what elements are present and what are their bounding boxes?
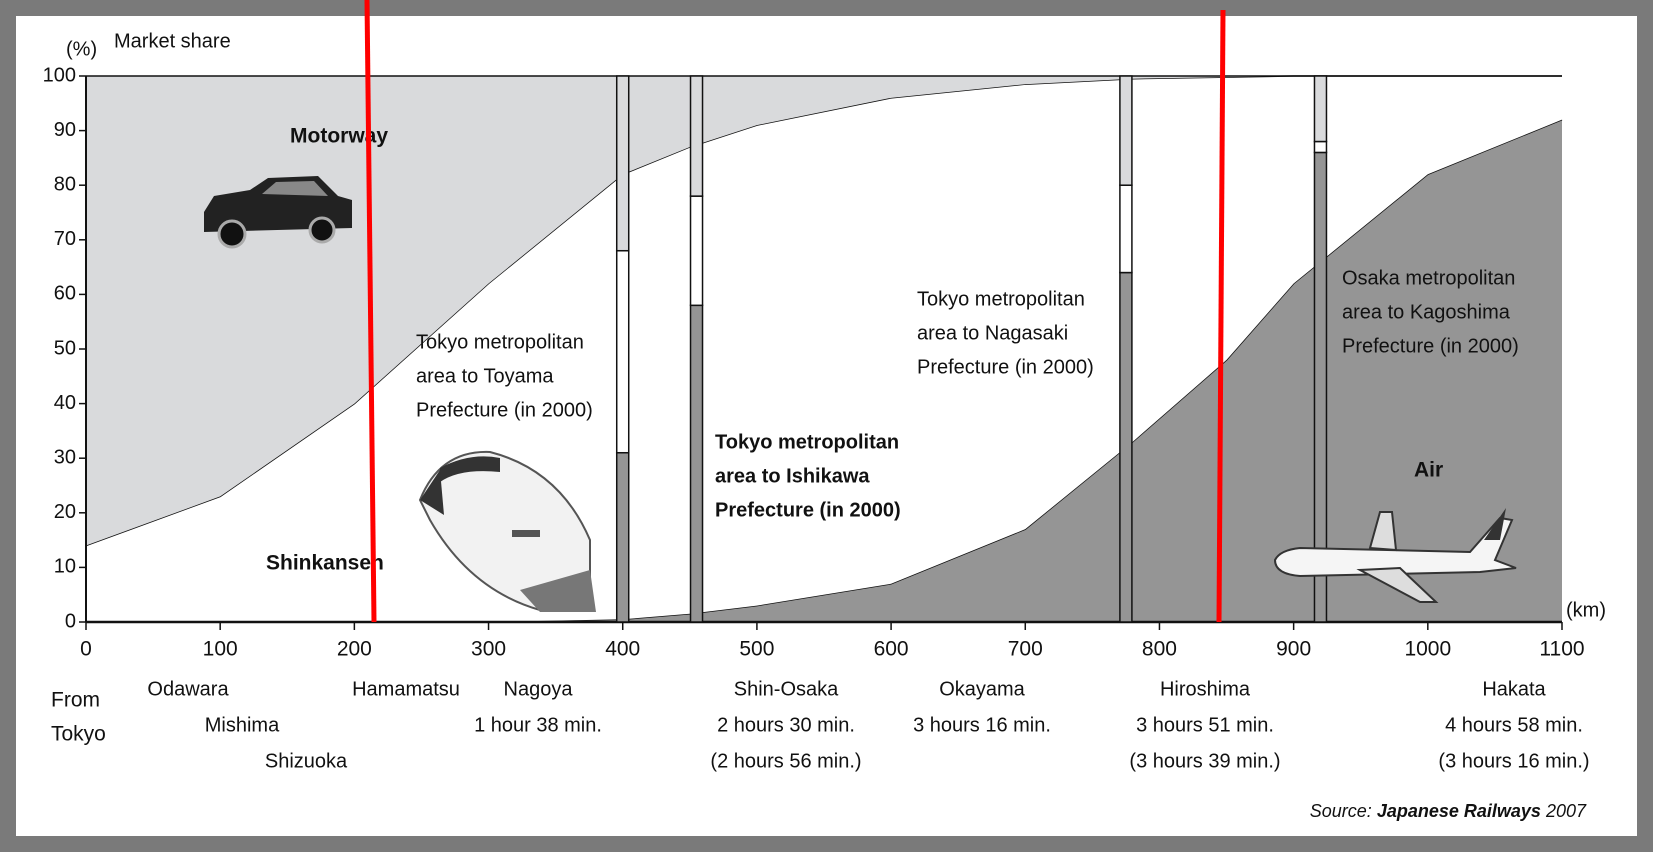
station-name: Hamamatsu xyxy=(352,678,460,700)
from-label: Tokyo xyxy=(51,723,106,746)
x-tick-label: 0 xyxy=(80,638,92,661)
area xyxy=(86,76,1562,546)
bar-segment xyxy=(1313,140,1328,154)
annotation: area to Toyama xyxy=(416,365,554,387)
station-name: Hiroshima xyxy=(1160,678,1251,700)
annotation: Prefecture (in 2000) xyxy=(416,399,593,421)
annotation: Prefecture (in 2000) xyxy=(1342,335,1519,357)
bar-segment xyxy=(1119,271,1133,623)
x-tick-label: 600 xyxy=(874,638,909,661)
station-name: Hakata xyxy=(1482,678,1546,700)
travel-time: (3 hours 16 min.) xyxy=(1438,750,1589,772)
y-tick-label: 90 xyxy=(54,119,76,141)
source-year: 2007 xyxy=(1545,801,1587,821)
series-label: Motorway xyxy=(290,125,388,148)
annotation: area to Nagasaki xyxy=(917,322,1068,344)
travel-time: 1 hour 38 min. xyxy=(474,714,602,736)
y-tick-label: 0 xyxy=(65,610,76,632)
bar-segment xyxy=(1119,184,1133,274)
from-label: From xyxy=(51,689,100,712)
area xyxy=(86,119,1562,623)
annotation: Prefecture (in 2000) xyxy=(715,499,901,521)
x-tick-label: 1000 xyxy=(1404,638,1451,661)
plane-icon xyxy=(1273,508,1517,603)
annotation: Osaka metropolitan xyxy=(1342,267,1515,289)
x-tick-label: 700 xyxy=(1008,638,1043,661)
annotation: area to Ishikawa xyxy=(715,465,870,487)
y-tick-label: 50 xyxy=(54,337,76,359)
station-name: Shin-Osaka xyxy=(734,678,839,700)
y-tick-label: 10 xyxy=(54,556,76,578)
annotation: Tokyo metropolitan xyxy=(416,331,584,353)
y-tick-label: 30 xyxy=(54,446,76,468)
bar-segment xyxy=(615,451,630,623)
x-tick-label: 1100 xyxy=(1539,638,1584,661)
travel-time: 3 hours 51 min. xyxy=(1136,714,1274,736)
x-tick-label: 400 xyxy=(605,638,640,661)
bar-segment xyxy=(1119,75,1133,186)
red-marker-line xyxy=(364,0,377,623)
station-name: Shizuoka xyxy=(265,750,348,772)
red-marker-line xyxy=(1216,9,1226,623)
bar-segment xyxy=(689,304,704,623)
source-prefix: Source: xyxy=(1310,801,1372,821)
x-tick-label: 800 xyxy=(1142,638,1177,661)
travel-time: (3 hours 39 min.) xyxy=(1129,750,1280,772)
bar-segment xyxy=(689,75,704,197)
bar-segment xyxy=(1313,75,1328,143)
annotation: Prefecture (in 2000) xyxy=(917,356,1094,378)
annotation: Tokyo metropolitan xyxy=(715,431,899,453)
annotation: area to Kagoshima xyxy=(1342,301,1511,323)
station-name: Mishima xyxy=(205,714,280,736)
travel-time: 4 hours 58 min. xyxy=(1445,714,1583,736)
travel-time: 2 hours 30 min. xyxy=(717,714,855,736)
x-tick-label: 300 xyxy=(471,638,506,661)
x-tick-label: 900 xyxy=(1276,638,1311,661)
x-tick-label: 500 xyxy=(739,638,774,661)
travel-time: 3 hours 16 min. xyxy=(913,714,1051,736)
x-unit: (km) xyxy=(1566,599,1606,621)
series-label: Shinkansen xyxy=(266,552,384,575)
bar-segment xyxy=(689,195,704,307)
source-name: Japanese Railways xyxy=(1377,801,1541,821)
y-tick-label: 20 xyxy=(54,501,76,523)
y-tick-label: 60 xyxy=(54,283,76,305)
x-tick-label: 200 xyxy=(337,638,372,661)
bar-segment xyxy=(615,75,630,252)
bar-segment xyxy=(615,249,630,454)
source: Source: Japanese Railways 2007 xyxy=(1310,801,1587,821)
station-name: Odawara xyxy=(147,678,229,700)
station-name: Nagoya xyxy=(504,678,574,700)
y-unit: (%) xyxy=(66,38,97,60)
annotation: Tokyo metropolitan xyxy=(917,288,1085,310)
station-name: Okayama xyxy=(939,678,1025,700)
y-tick-label: 100 xyxy=(43,64,76,86)
travel-time: (2 hours 56 min.) xyxy=(710,750,861,772)
x-tick-label: 100 xyxy=(203,638,238,661)
y-tick-label: 70 xyxy=(54,228,76,250)
car-icon xyxy=(204,176,352,249)
y-tick-label: 40 xyxy=(54,392,76,414)
train-icon xyxy=(418,450,596,612)
y-tick-label: 80 xyxy=(54,173,76,195)
y-axis-label: Market share xyxy=(114,30,231,52)
series-label: Air xyxy=(1414,459,1443,482)
